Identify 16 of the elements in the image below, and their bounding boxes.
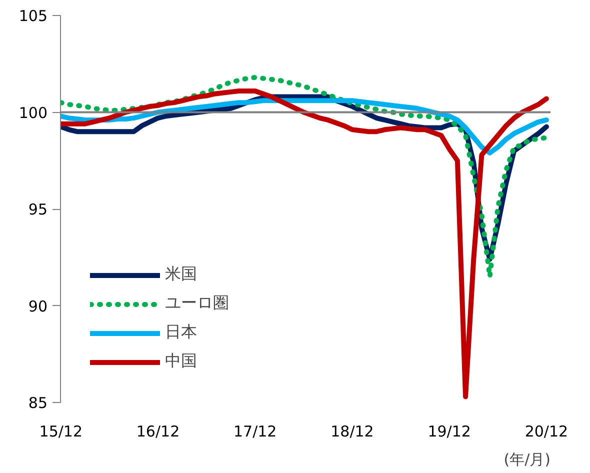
x-tick-label: 20/12 — [524, 422, 568, 440]
x-tick-label: 16/12 — [136, 422, 180, 440]
legend-label: 日本 — [165, 322, 197, 343]
y-tick-label: 100 — [18, 104, 48, 122]
x-tick-label: 15/12 — [39, 422, 83, 440]
y-tick-label: 95 — [28, 200, 48, 218]
y-tick-label: 90 — [28, 297, 48, 316]
y-tick-label: 85 — [28, 394, 48, 412]
legend-label: 中国 — [165, 351, 197, 372]
x-tick-label: 17/12 — [234, 422, 277, 440]
legend-label: ユーロ圏 — [165, 293, 229, 314]
x-tick-label: 19/12 — [428, 422, 471, 440]
x-axis-title: (年/月) — [504, 450, 551, 468]
x-tick-label: 18/12 — [330, 422, 374, 440]
legend-label: 米国 — [165, 264, 197, 285]
y-tick-label: 105 — [18, 7, 48, 25]
